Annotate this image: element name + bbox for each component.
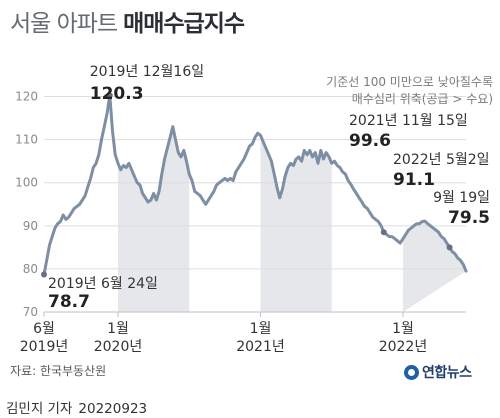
annotation-value-1: 78.7: [48, 292, 90, 312]
chart-title: 서울 아파트 매매수급지수: [10, 4, 245, 38]
y-tick-label-100: 100: [15, 176, 38, 190]
x-tick-month-2: 1월: [250, 321, 272, 337]
annotation-value-3: 91.1: [393, 170, 435, 190]
x-tick-year-1: 2020년: [94, 339, 143, 355]
y-tick-label-110: 110: [15, 133, 38, 147]
y-axis-ticks: 70 80 90 100 110 120: [15, 90, 38, 319]
annotation-date-3: 2022년 5월2일: [393, 152, 490, 168]
shade-bands: [117, 126, 466, 312]
logo-text: 연합뉴스: [422, 365, 472, 381]
x-tick-month-0: 6월: [33, 321, 55, 337]
annotation-date-0: 2019년 12월16일: [90, 64, 204, 80]
title-bold: 매매수급지수: [123, 11, 245, 37]
x-tick-month-3: 1월: [392, 321, 414, 337]
byline: 김민지 기자 20220923: [6, 397, 147, 417]
y-tick-label-70: 70: [23, 305, 38, 319]
y-tick-label-80: 80: [23, 262, 38, 276]
annotation-date-4: 9월 19일: [433, 190, 490, 206]
x-tick-year-3: 2022년: [379, 339, 428, 355]
annotation-dot-3: [446, 244, 453, 251]
logo-mark-icon: [404, 364, 419, 380]
logo: 연합뉴스: [404, 362, 472, 382]
x-axis-ticks: 6월 2019년 1월 2020년 1월 2021년 1월 2022년: [20, 312, 427, 355]
annotation-value-2: 99.6: [349, 131, 391, 151]
annotation-dot-1: [41, 271, 47, 278]
annotation-date-2: 2021년 11월 15일: [349, 113, 468, 129]
publish-date: 20220923: [78, 401, 148, 417]
annotation-value-4: 79.5: [448, 208, 490, 228]
source-label: 자료: 한국부동산원: [10, 364, 107, 378]
annotation-dot-2: [380, 229, 387, 236]
x-tick-month-1: 1월: [107, 321, 129, 337]
note-line-2: 매수심리 위축(공급 > 수요): [352, 92, 493, 106]
shade-band-1: [260, 135, 332, 312]
note-line-1: 기준선 100 미만으로 낮아질수록: [326, 75, 493, 89]
shade-band-2: [402, 221, 466, 312]
annotation-value-0: 120.3: [90, 84, 144, 104]
author-name: 김민지 기자: [6, 401, 73, 417]
annotation-date-1: 2019년 6월 24일: [48, 276, 158, 292]
shade-band-0: [117, 126, 190, 312]
annotation-points: [41, 92, 453, 278]
series-line: [42, 93, 468, 276]
title-light: 서울 아파트: [10, 11, 118, 37]
y-tick-label-90: 90: [23, 219, 38, 233]
x-tick-year-0: 2019년: [20, 339, 69, 355]
annotation-dot-0: [106, 92, 113, 99]
chart-area: 70 80 90 100 110 120 6월 2019년 1월 2020년 1월 2021년 1월 2…: [15, 64, 493, 355]
y-tick-label-120: 120: [15, 90, 38, 104]
x-tick-year-2: 2021년: [236, 339, 285, 355]
